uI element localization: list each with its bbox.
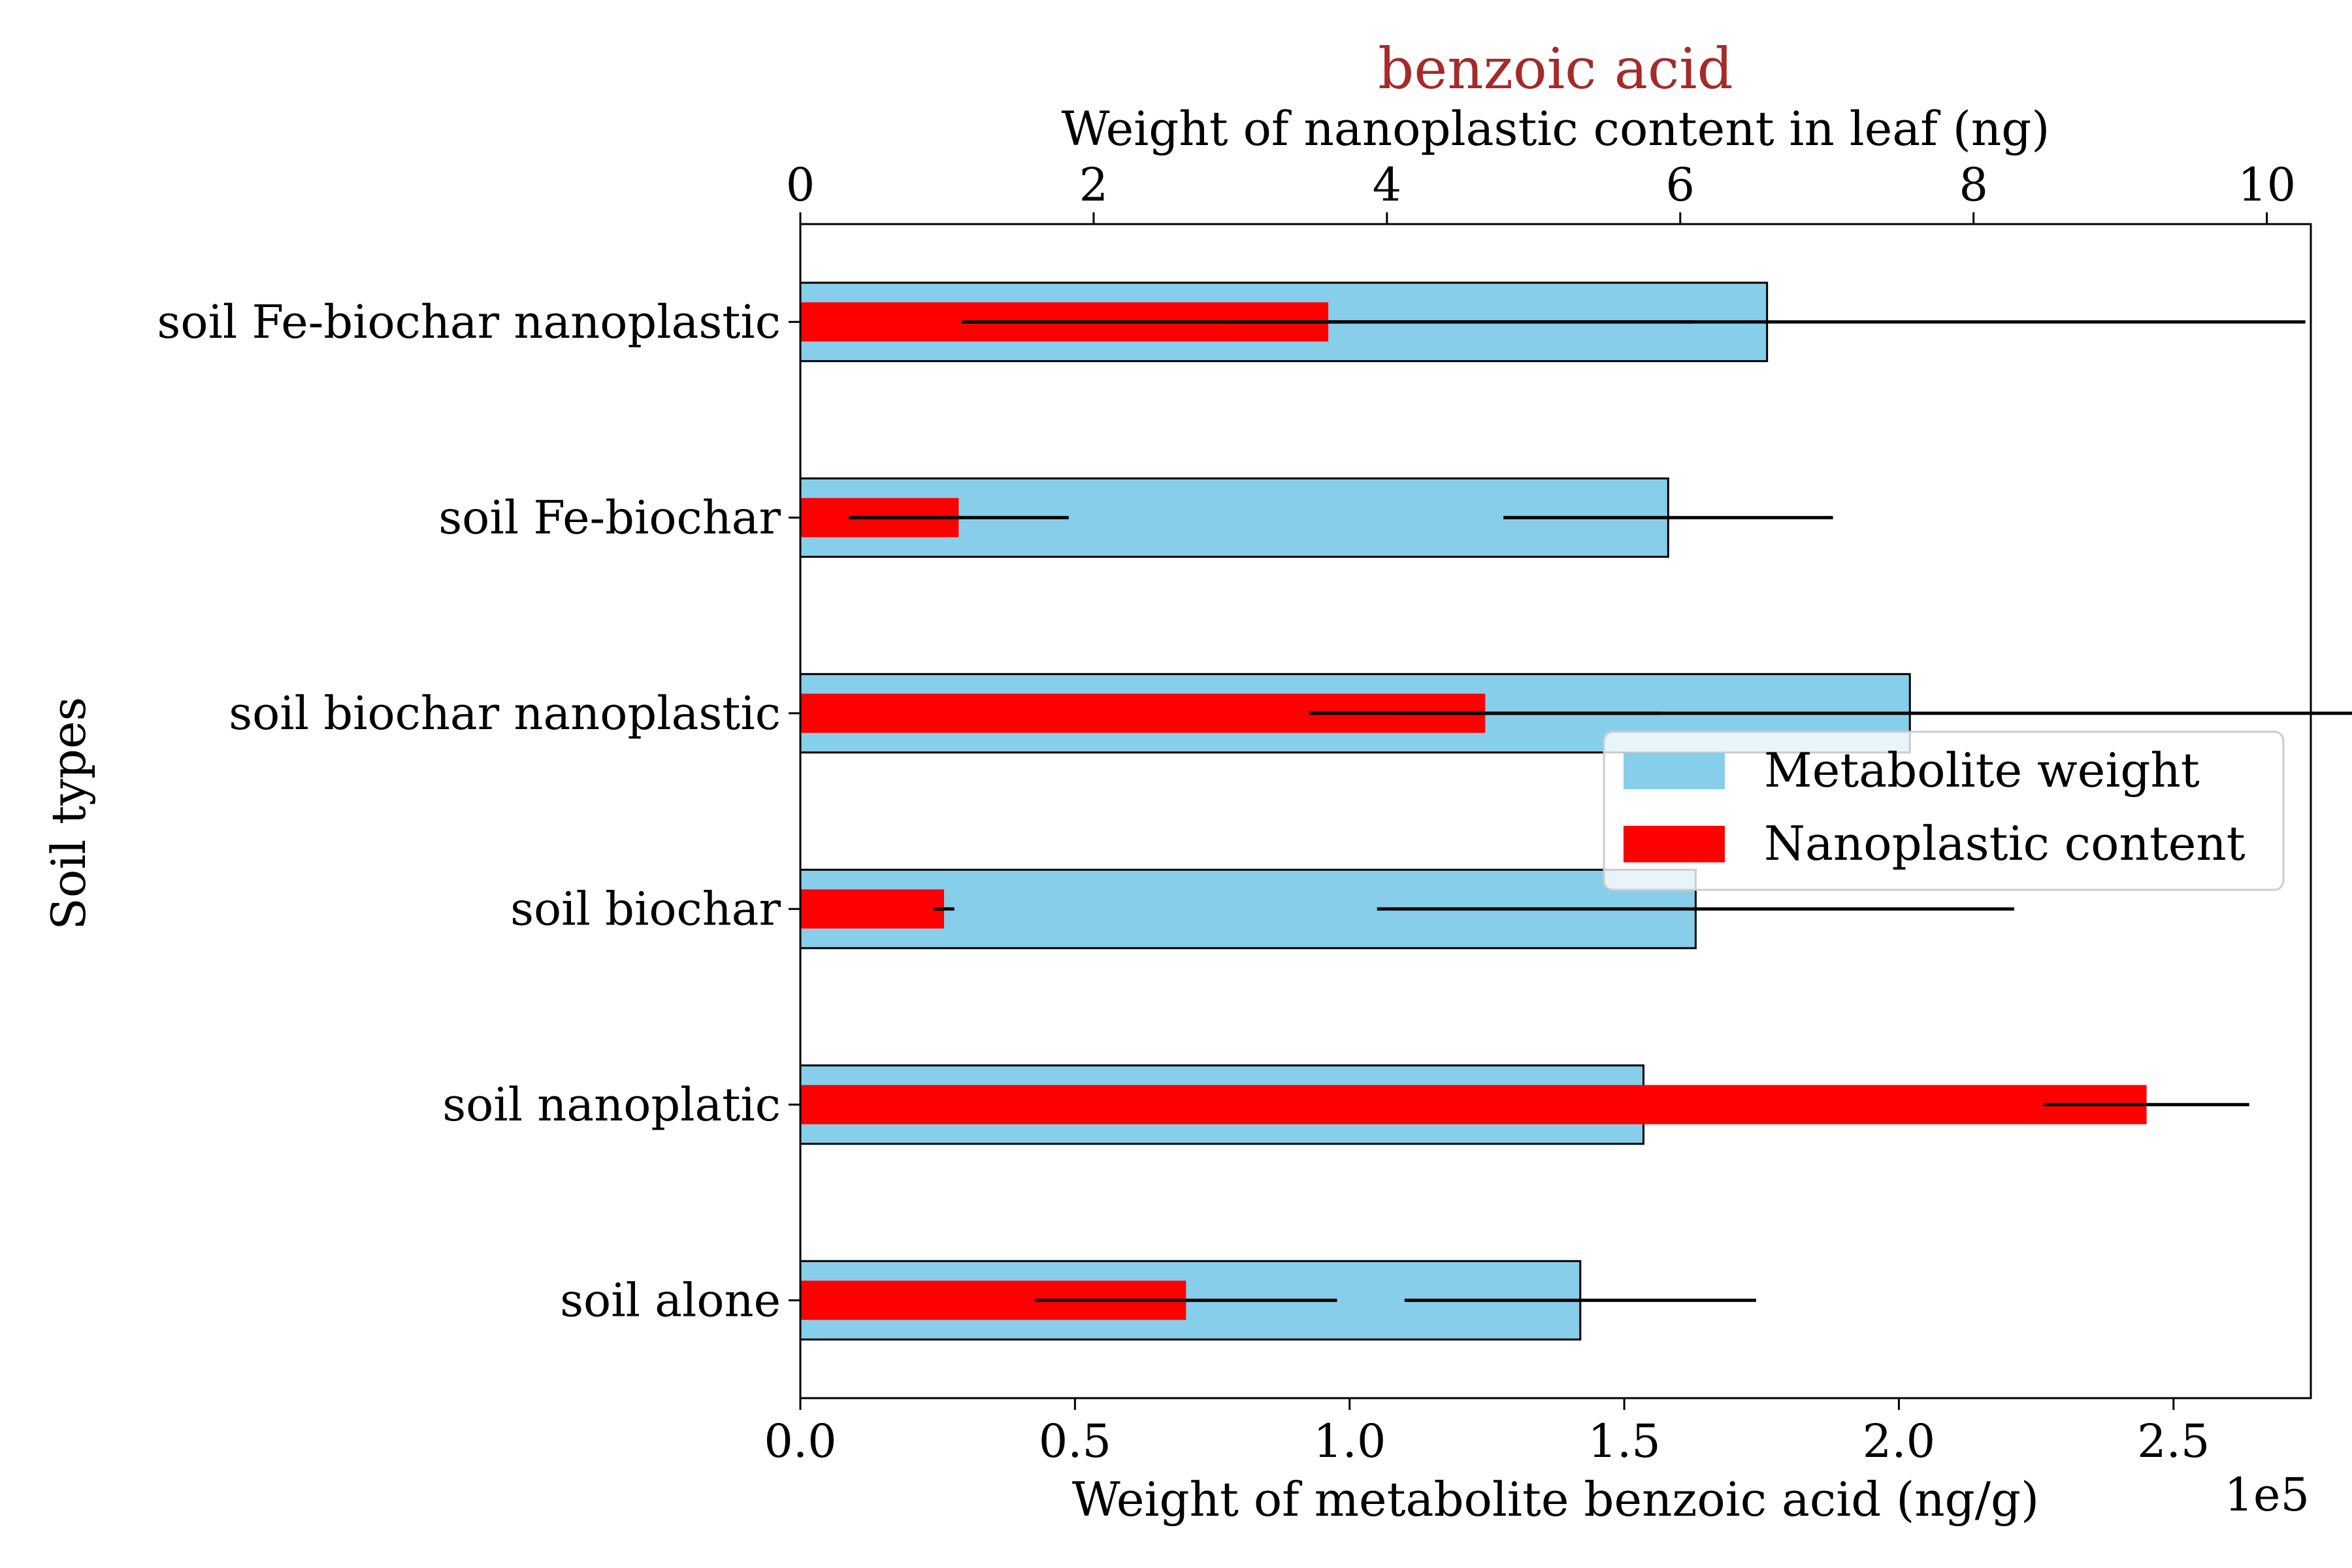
- top-tick-label: 4: [1373, 158, 1402, 212]
- plot-frame: [799, 223, 2312, 1399]
- bottom-tick-label: 1.0: [1313, 1414, 1386, 1468]
- bottom-axis-scale-note: 1e5: [2225, 1468, 2310, 1522]
- y-tick-label: soil nanoplatic: [442, 1078, 781, 1132]
- y-tick-label: soil biochar nanoplastic: [229, 687, 781, 740]
- y-axis-label: Soil types: [41, 697, 96, 930]
- legend-swatch: [1624, 826, 1725, 862]
- bottom-tick-label: 2.0: [1863, 1414, 1935, 1468]
- top-tick-label: 2: [1079, 158, 1109, 212]
- y-tick-label: soil Fe-biochar: [438, 491, 781, 544]
- top-tick-label: 10: [2238, 158, 2296, 212]
- legend-swatch: [1624, 753, 1725, 789]
- bottom-tick-label: 2.5: [2137, 1414, 2210, 1468]
- bottom-tick-label: 0.5: [1039, 1414, 1111, 1468]
- top-axis-label: Weight of nanoplastic content in leaf (n…: [1062, 101, 2050, 156]
- legend-label: Nanoplastic content: [1764, 816, 2246, 871]
- nanoplastic-bar: [800, 1085, 2147, 1124]
- bottom-tick-label: 0.0: [764, 1414, 836, 1468]
- legend-box: [1603, 730, 2285, 891]
- bottom-axis-label: Weight of metabolite benzoic acid (ng/g): [1072, 1472, 2039, 1527]
- nanoplastic-bar: [800, 889, 944, 929]
- legend: Metabolite weight Nanoplastic content: [1603, 730, 2285, 891]
- top-tick-label: 8: [1959, 158, 1988, 212]
- y-tick-label: soil biochar: [510, 882, 781, 936]
- bottom-tick-label: 1.5: [1588, 1414, 1660, 1468]
- y-tick-label: soil alone: [560, 1273, 781, 1327]
- top-tick-label: 6: [1666, 158, 1695, 212]
- legend-label: Metabolite weight: [1764, 743, 2200, 798]
- y-tick-label: soil Fe-biochar nanoplastic: [157, 295, 781, 349]
- chart-title: benzoic acid: [1378, 37, 1733, 102]
- top-tick-label: 0: [786, 158, 815, 212]
